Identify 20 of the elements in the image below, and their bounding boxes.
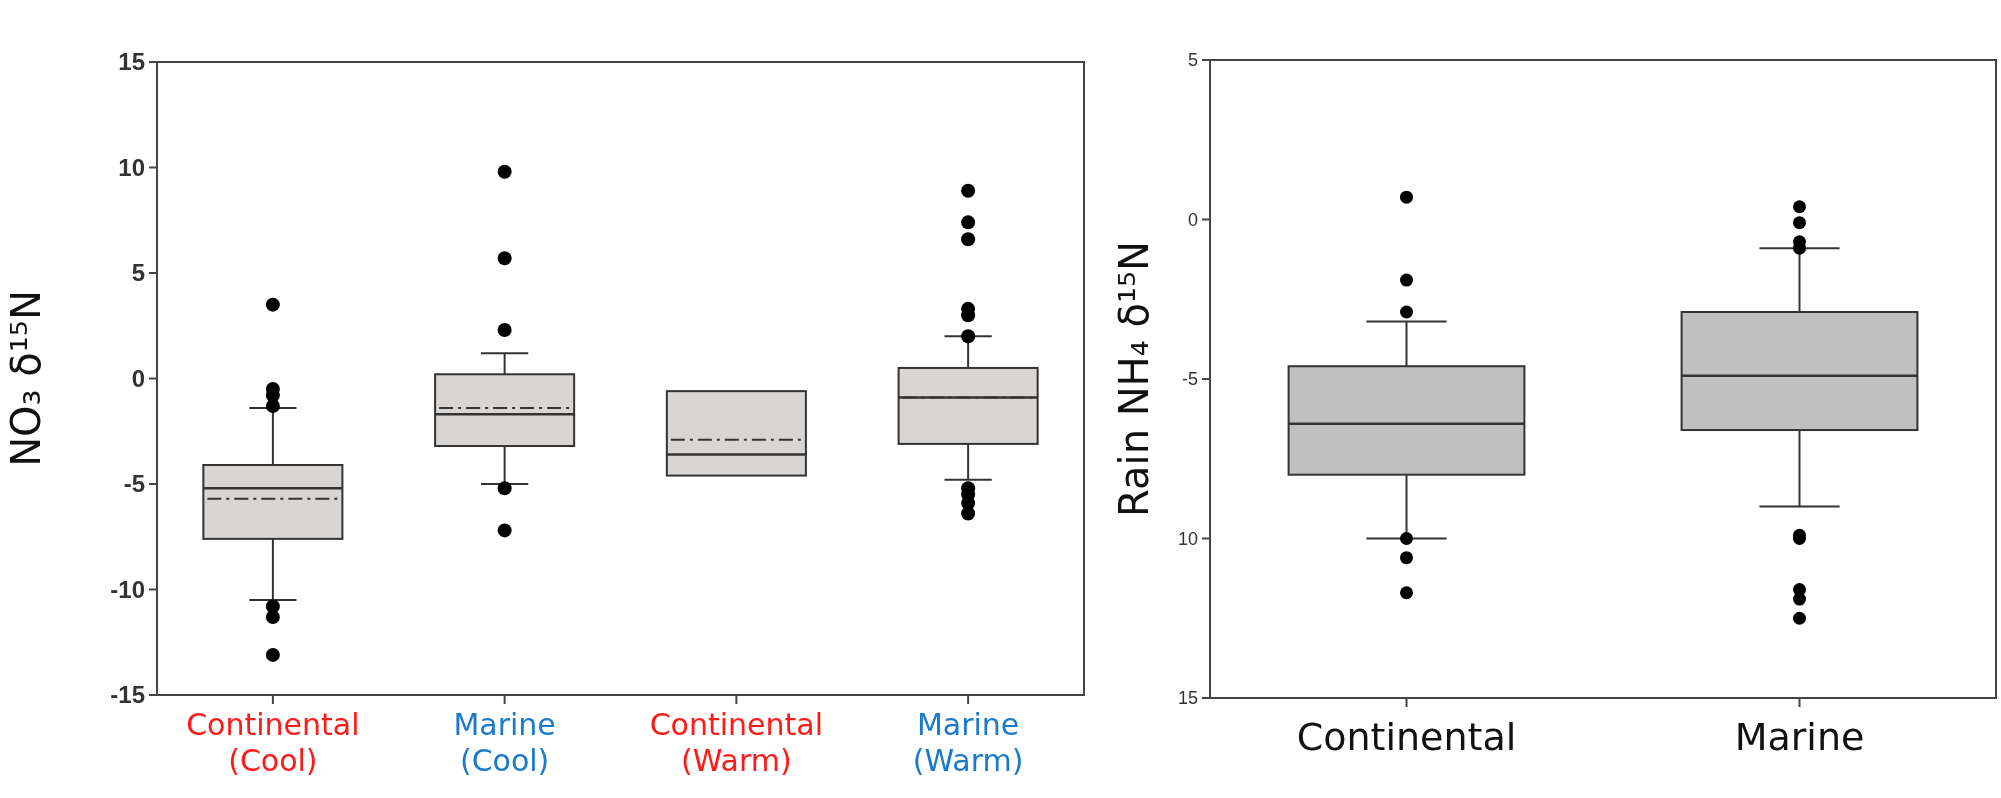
x-tick-label: Marine (Warm): [912, 707, 1024, 778]
x-tick-label: Continental (Cool): [186, 707, 360, 778]
y-tick-label: 5: [1187, 50, 1198, 71]
y-tick-label: 0: [131, 364, 145, 392]
y-tick-label: 15: [118, 48, 145, 76]
x-tick-label: Marine: [1734, 715, 1865, 759]
x-tick-label: Marine (Cool): [453, 707, 556, 778]
y-tick-label: 10: [1177, 528, 1198, 549]
y-tick-label: -10: [110, 575, 145, 603]
y-tick-label: 0: [1187, 209, 1198, 230]
x-tick-label: Continental: [1296, 715, 1517, 759]
x-tick-label: Continental (Warm): [649, 707, 824, 778]
y-axis-title: NO₃ δ¹⁵N: [3, 290, 49, 467]
y-tick-label: 10: [118, 153, 145, 181]
y-tick-label: 5: [131, 259, 145, 287]
y-axis-title: Rain NH₄ δ¹⁵N: [1111, 241, 1157, 517]
y-tick-label: -15: [110, 681, 145, 709]
y-tick-label: 15: [1177, 688, 1198, 709]
y-tick-label: -5: [123, 470, 145, 498]
y-tick-label: -5: [1181, 369, 1198, 390]
